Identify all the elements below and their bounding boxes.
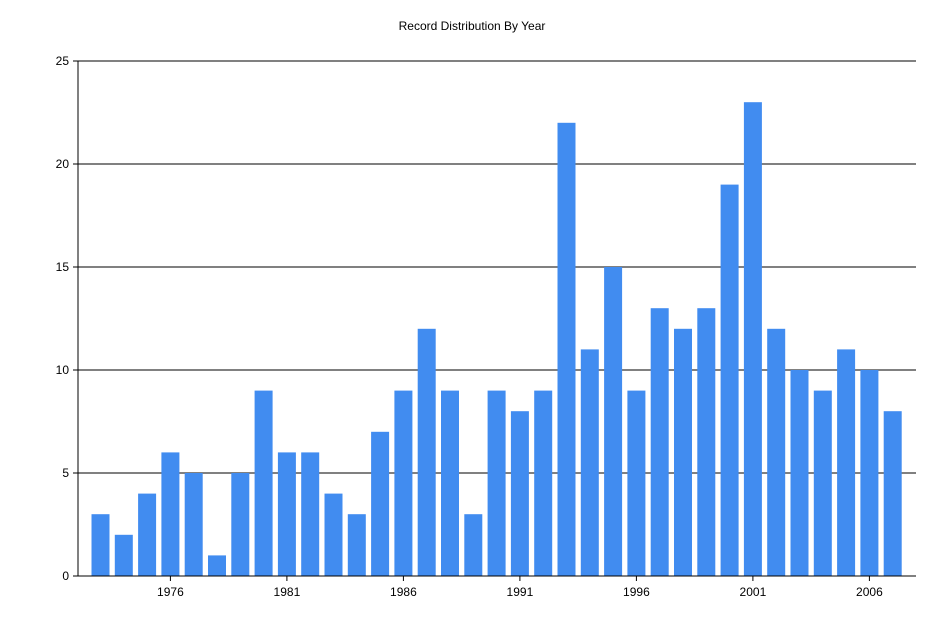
bar-1997 xyxy=(650,308,669,576)
x-tick-label: 2006 xyxy=(856,585,883,599)
x-tick-label: 1976 xyxy=(157,585,184,599)
x-tick-label: 2001 xyxy=(740,585,767,599)
bar-1994 xyxy=(580,349,599,576)
bar-1980 xyxy=(254,390,273,576)
bar-1976 xyxy=(161,452,180,576)
y-tick-label: 20 xyxy=(56,157,70,171)
y-tick-label: 25 xyxy=(56,54,70,68)
bar-1999 xyxy=(697,308,716,576)
x-tick-label: 1991 xyxy=(507,585,534,599)
x-tick-label: 1996 xyxy=(623,585,650,599)
bar-1996 xyxy=(627,390,646,576)
bar-2000 xyxy=(720,184,739,576)
bar-2006 xyxy=(860,370,879,576)
bar-1985 xyxy=(371,431,390,576)
bar-1983 xyxy=(324,493,343,576)
x-tick-label: 1986 xyxy=(390,585,417,599)
bar-1974 xyxy=(114,534,133,576)
bar-2005 xyxy=(837,349,856,576)
bar-2007 xyxy=(883,411,902,576)
bar-2003 xyxy=(790,370,809,576)
bars xyxy=(91,102,902,577)
y-tick-label: 10 xyxy=(56,363,70,377)
x-axis-ticks: 1976 1981 1986 1991 1996 2001 2006 xyxy=(157,576,883,599)
bar-1982 xyxy=(301,452,320,576)
bar-1990 xyxy=(487,390,506,576)
bar-1978 xyxy=(208,555,226,576)
y-axis-ticks: 0 5 10 15 20 25 xyxy=(56,54,78,583)
bar-1988 xyxy=(441,390,459,576)
bar-1984 xyxy=(347,514,366,576)
bar-1987 xyxy=(417,328,436,576)
bar-1995 xyxy=(604,267,623,576)
bar-1993 xyxy=(557,122,576,577)
y-tick-label: 0 xyxy=(62,569,69,583)
bar-2004 xyxy=(813,390,832,576)
bar-1975 xyxy=(138,493,157,576)
bar-2002 xyxy=(767,328,786,576)
chart-title: Record Distribution By Year xyxy=(399,19,546,33)
bar-1973 xyxy=(91,514,110,576)
axes xyxy=(77,61,916,577)
y-tick-label: 5 xyxy=(62,466,69,480)
bar-2001 xyxy=(743,102,762,576)
bar-1979 xyxy=(231,473,250,576)
bar-1981 xyxy=(277,452,296,576)
bar-1991 xyxy=(510,411,529,576)
x-tick-label: 1981 xyxy=(274,585,301,599)
bar-1992 xyxy=(534,390,553,576)
y-tick-label: 15 xyxy=(56,260,70,274)
bar-1989 xyxy=(464,514,483,576)
bar-1998 xyxy=(674,328,692,576)
bar-1986 xyxy=(394,390,413,576)
bar-1977 xyxy=(184,473,203,576)
